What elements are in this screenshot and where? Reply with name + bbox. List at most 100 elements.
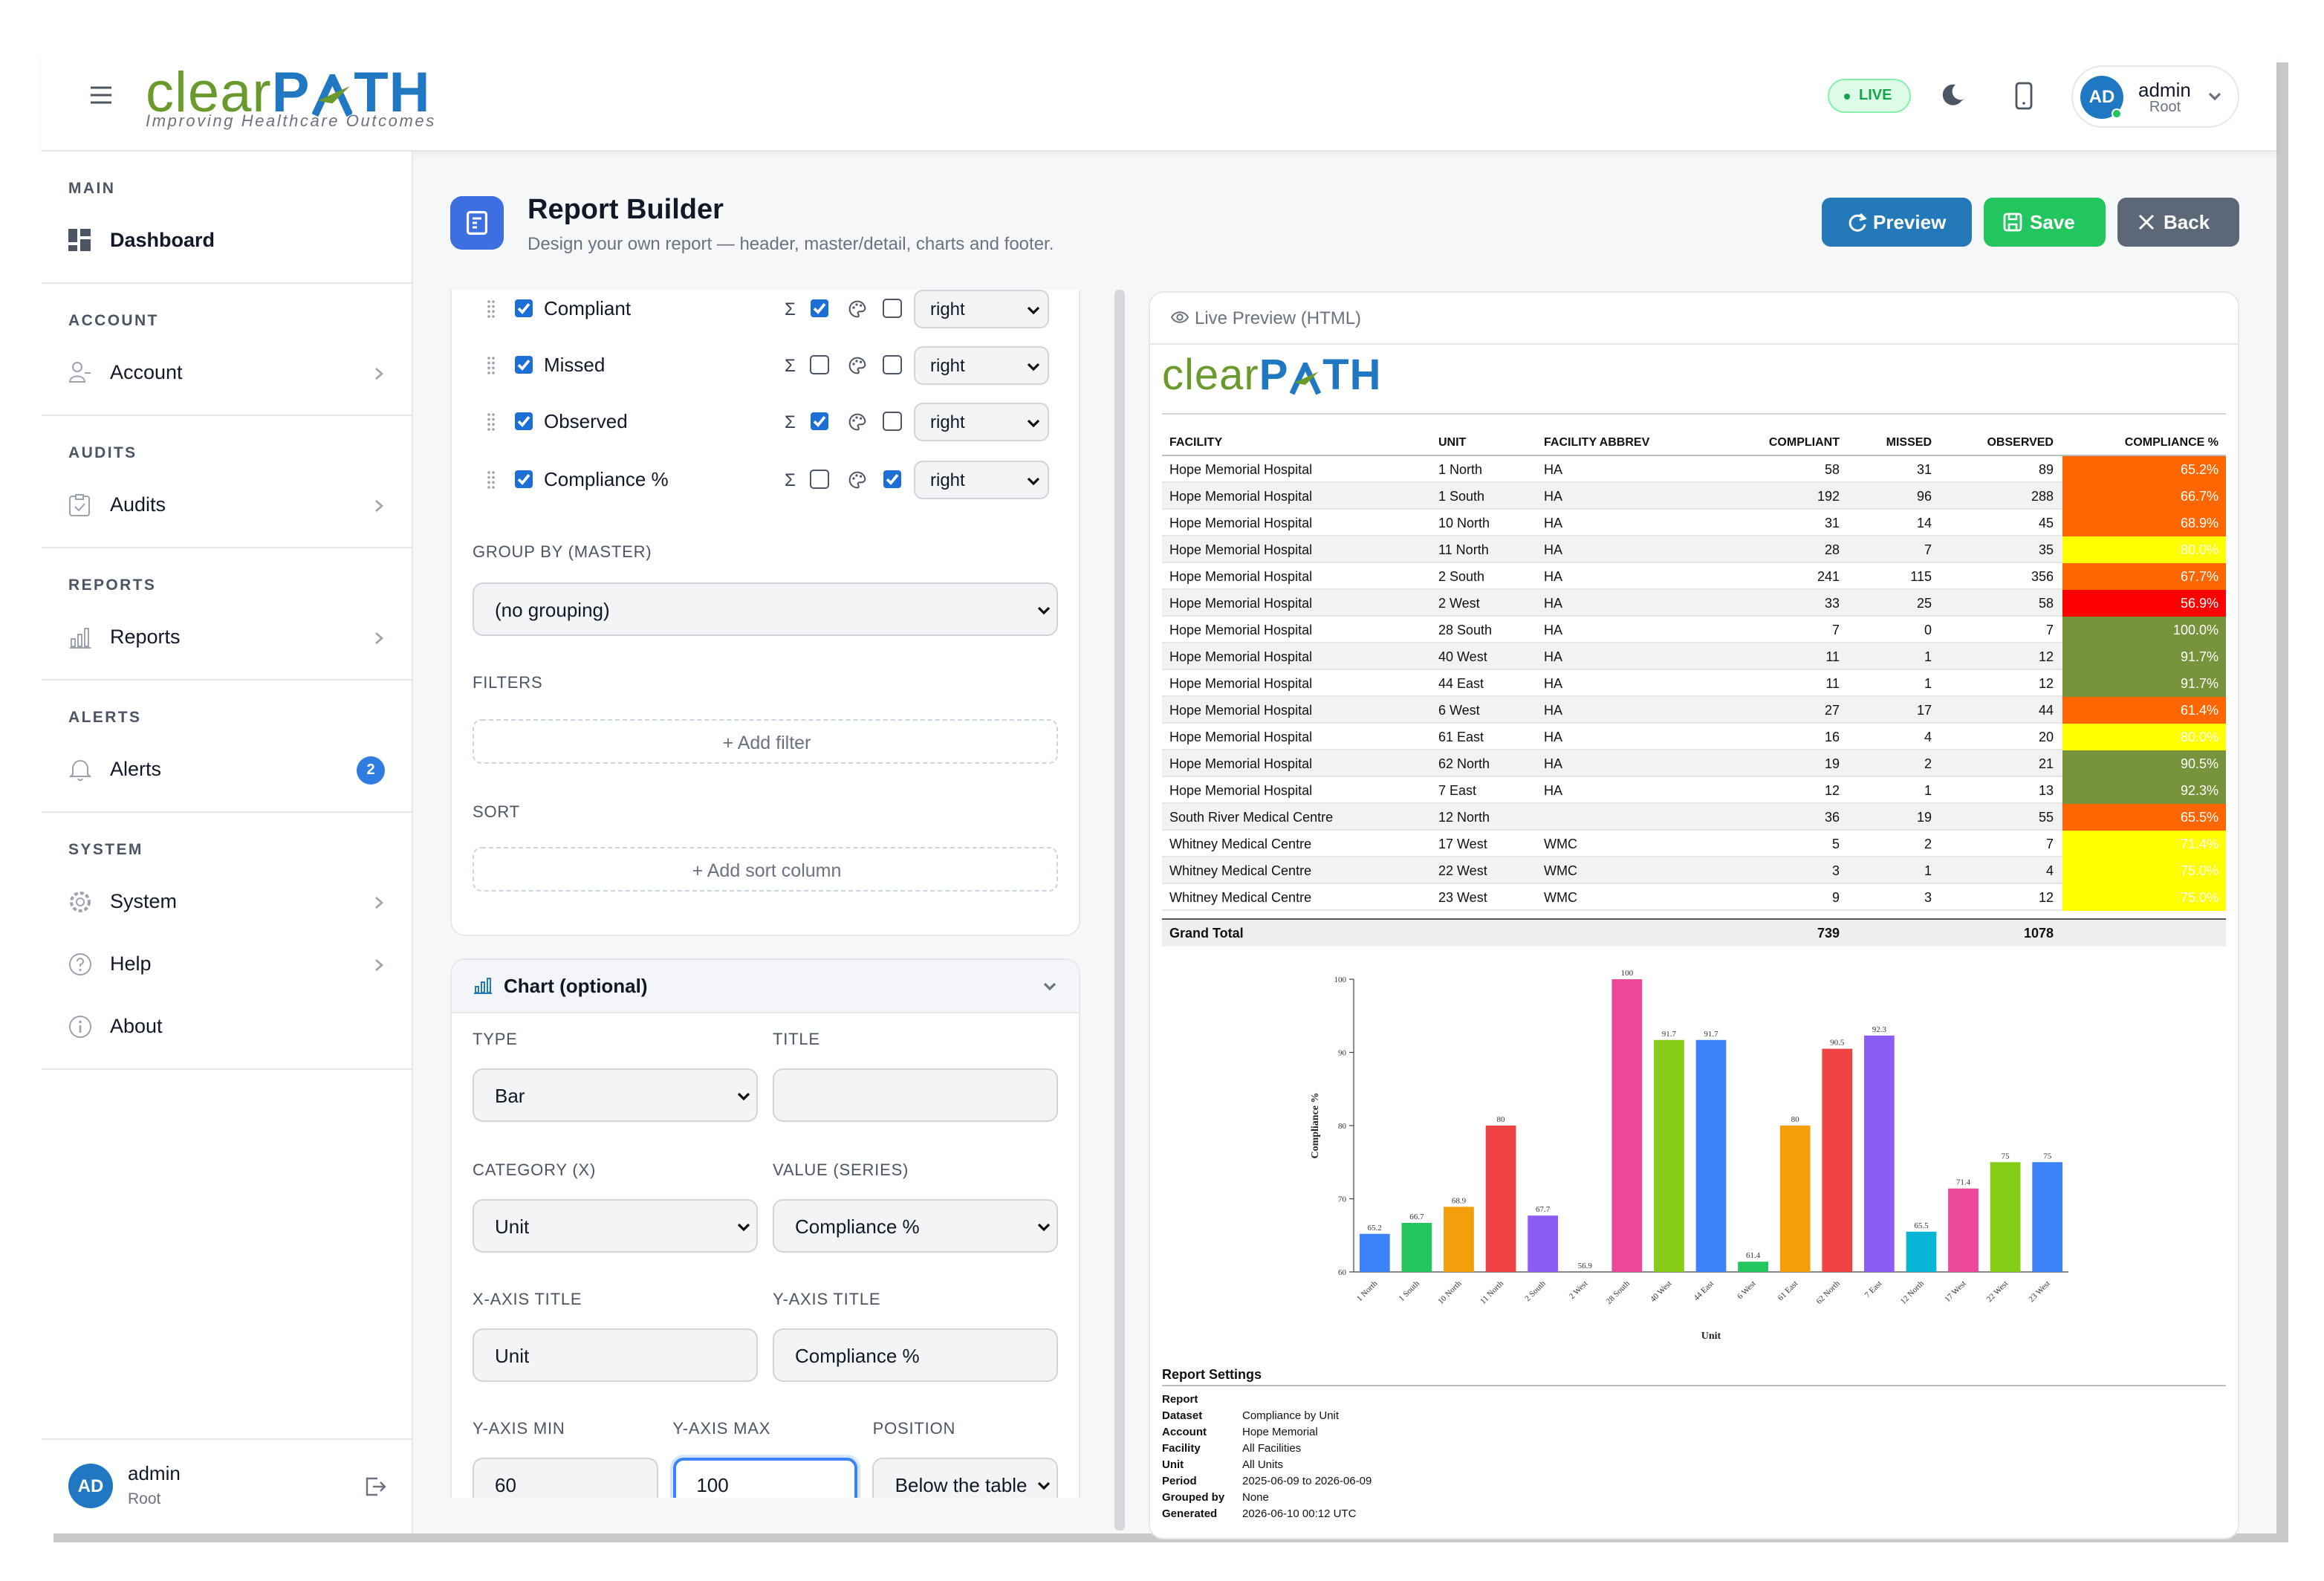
- chart-field[interactable]: Unit: [473, 1328, 758, 1382]
- icon-part: [487, 481, 490, 484]
- y-tick-label: 60: [1338, 1268, 1347, 1277]
- section-divider: [42, 811, 413, 813]
- x-tick-label: 17 West: [1943, 1279, 1967, 1304]
- icon-part: [492, 371, 495, 374]
- brand-mark: [1290, 362, 1322, 395]
- table-cell: 67.7%: [2180, 568, 2218, 584]
- icon-part: [68, 760, 92, 777]
- table-cell: 65.5%: [2180, 809, 2218, 825]
- checkbox[interactable]: [514, 299, 533, 318]
- checkbox[interactable]: [883, 355, 902, 374]
- icon-part: [1290, 362, 1322, 395]
- nav-item[interactable]: [53, 614, 401, 661]
- icon-part: [848, 471, 866, 489]
- icon-part: [467, 211, 487, 235]
- chart-field[interactable]: 100: [672, 1458, 858, 1498]
- icon-part: [487, 310, 490, 313]
- nav-icon: [69, 1016, 91, 1038]
- icon-part: [517, 474, 530, 485]
- column-label: Observed: [544, 410, 628, 433]
- icon-part: [492, 413, 495, 416]
- menu-button[interactable]: [91, 86, 111, 104]
- section-divider: [42, 679, 413, 681]
- table-cell: 9: [1831, 889, 1840, 905]
- table-cell: 44 East: [1438, 675, 1484, 691]
- chart-field[interactable]: Unit: [473, 1199, 758, 1253]
- user-role: Root: [2149, 100, 2181, 116]
- action-button[interactable]: Back: [2117, 198, 2239, 247]
- section-divider: [42, 547, 413, 548]
- icon-part: [375, 959, 383, 971]
- field-value: Compliance %: [795, 1345, 920, 1368]
- compliance-cell: [2062, 643, 2226, 670]
- device-toggle[interactable]: [2015, 82, 2033, 110]
- chart-field[interactable]: 60: [473, 1458, 658, 1498]
- chart-card-header[interactable]: Chart (optional): [452, 960, 1079, 1013]
- total-cell: 1078: [2023, 925, 2054, 941]
- chart-field[interactable]: Compliance %: [773, 1328, 1058, 1382]
- nav-icon: [70, 628, 91, 649]
- badge-count: 2: [366, 762, 375, 778]
- table-row: [1162, 884, 2226, 911]
- checkbox[interactable]: [810, 355, 829, 374]
- align-select[interactable]: right: [914, 290, 1049, 328]
- nav-item[interactable]: [53, 217, 401, 264]
- nav-item[interactable]: [53, 481, 401, 529]
- user-menu[interactable]: AD admin Root: [2071, 65, 2239, 128]
- settings-key: Unit: [1162, 1457, 1184, 1471]
- chevron: [1037, 606, 1051, 615]
- checkbox[interactable]: [810, 299, 829, 318]
- action-button[interactable]: Save: [1984, 198, 2106, 247]
- nav-item[interactable]: [53, 941, 401, 988]
- checkbox[interactable]: [810, 412, 829, 431]
- section-divider: [42, 1068, 413, 1070]
- align-select[interactable]: right: [914, 346, 1049, 385]
- logout-button[interactable]: [366, 1477, 386, 1496]
- nav-item[interactable]: [53, 349, 401, 397]
- table-cell: Hope Memorial Hospital: [1169, 542, 1313, 557]
- bar: [1738, 1262, 1768, 1272]
- bar: [1863, 1035, 1895, 1272]
- checkbox[interactable]: [810, 470, 829, 489]
- field-label: FILTERS: [473, 675, 543, 693]
- action-button[interactable]: Preview: [1822, 198, 1972, 247]
- icon-part: [492, 475, 495, 479]
- nav-item[interactable]: [53, 878, 401, 926]
- chart-field[interactable]: [773, 1068, 1058, 1122]
- nav-item[interactable]: [53, 746, 401, 793]
- table-cell: South River Medical Centre: [1169, 809, 1334, 825]
- preview-divider: [1150, 343, 2238, 345]
- table-row: [1162, 750, 2226, 777]
- add-sort-button[interactable]: + Add sort column: [473, 847, 1058, 892]
- group-by-select[interactable]: (no grouping): [473, 582, 1058, 636]
- align-select[interactable]: right: [914, 461, 1049, 499]
- icon-part: [855, 474, 858, 477]
- settings-rule: [1162, 1385, 2226, 1386]
- checkbox[interactable]: [514, 412, 533, 431]
- x-tick-label: 10 North: [1436, 1279, 1464, 1306]
- chart-field[interactable]: Bar: [473, 1068, 758, 1122]
- report-rule: [1162, 413, 2226, 415]
- icon-part: [317, 86, 350, 104]
- checkbox[interactable]: [514, 355, 533, 374]
- theme-toggle[interactable]: [1942, 82, 1969, 108]
- icon-part: [1027, 418, 1040, 427]
- align-select[interactable]: right: [914, 403, 1049, 441]
- y-tick-label: 100: [1334, 975, 1347, 984]
- chart-field[interactable]: Below the table: [872, 1458, 1058, 1498]
- checkbox[interactable]: [514, 470, 533, 489]
- checkbox[interactable]: [883, 299, 902, 318]
- nav-item[interactable]: [53, 1003, 401, 1051]
- table-cell: 45: [2038, 515, 2054, 530]
- checkbox[interactable]: [883, 412, 902, 431]
- icon-part: [80, 229, 91, 236]
- nav-icon: [69, 953, 91, 975]
- icon-part: [737, 1223, 750, 1232]
- checkbox[interactable]: [883, 470, 902, 489]
- add-filter-button[interactable]: + Add filter: [473, 719, 1058, 764]
- chevron: [1027, 305, 1040, 314]
- table-cell: HA: [1544, 542, 1563, 557]
- chart-field[interactable]: Compliance %: [773, 1199, 1058, 1253]
- field-value: 100: [696, 1474, 729, 1497]
- icon-part: [2003, 212, 2022, 232]
